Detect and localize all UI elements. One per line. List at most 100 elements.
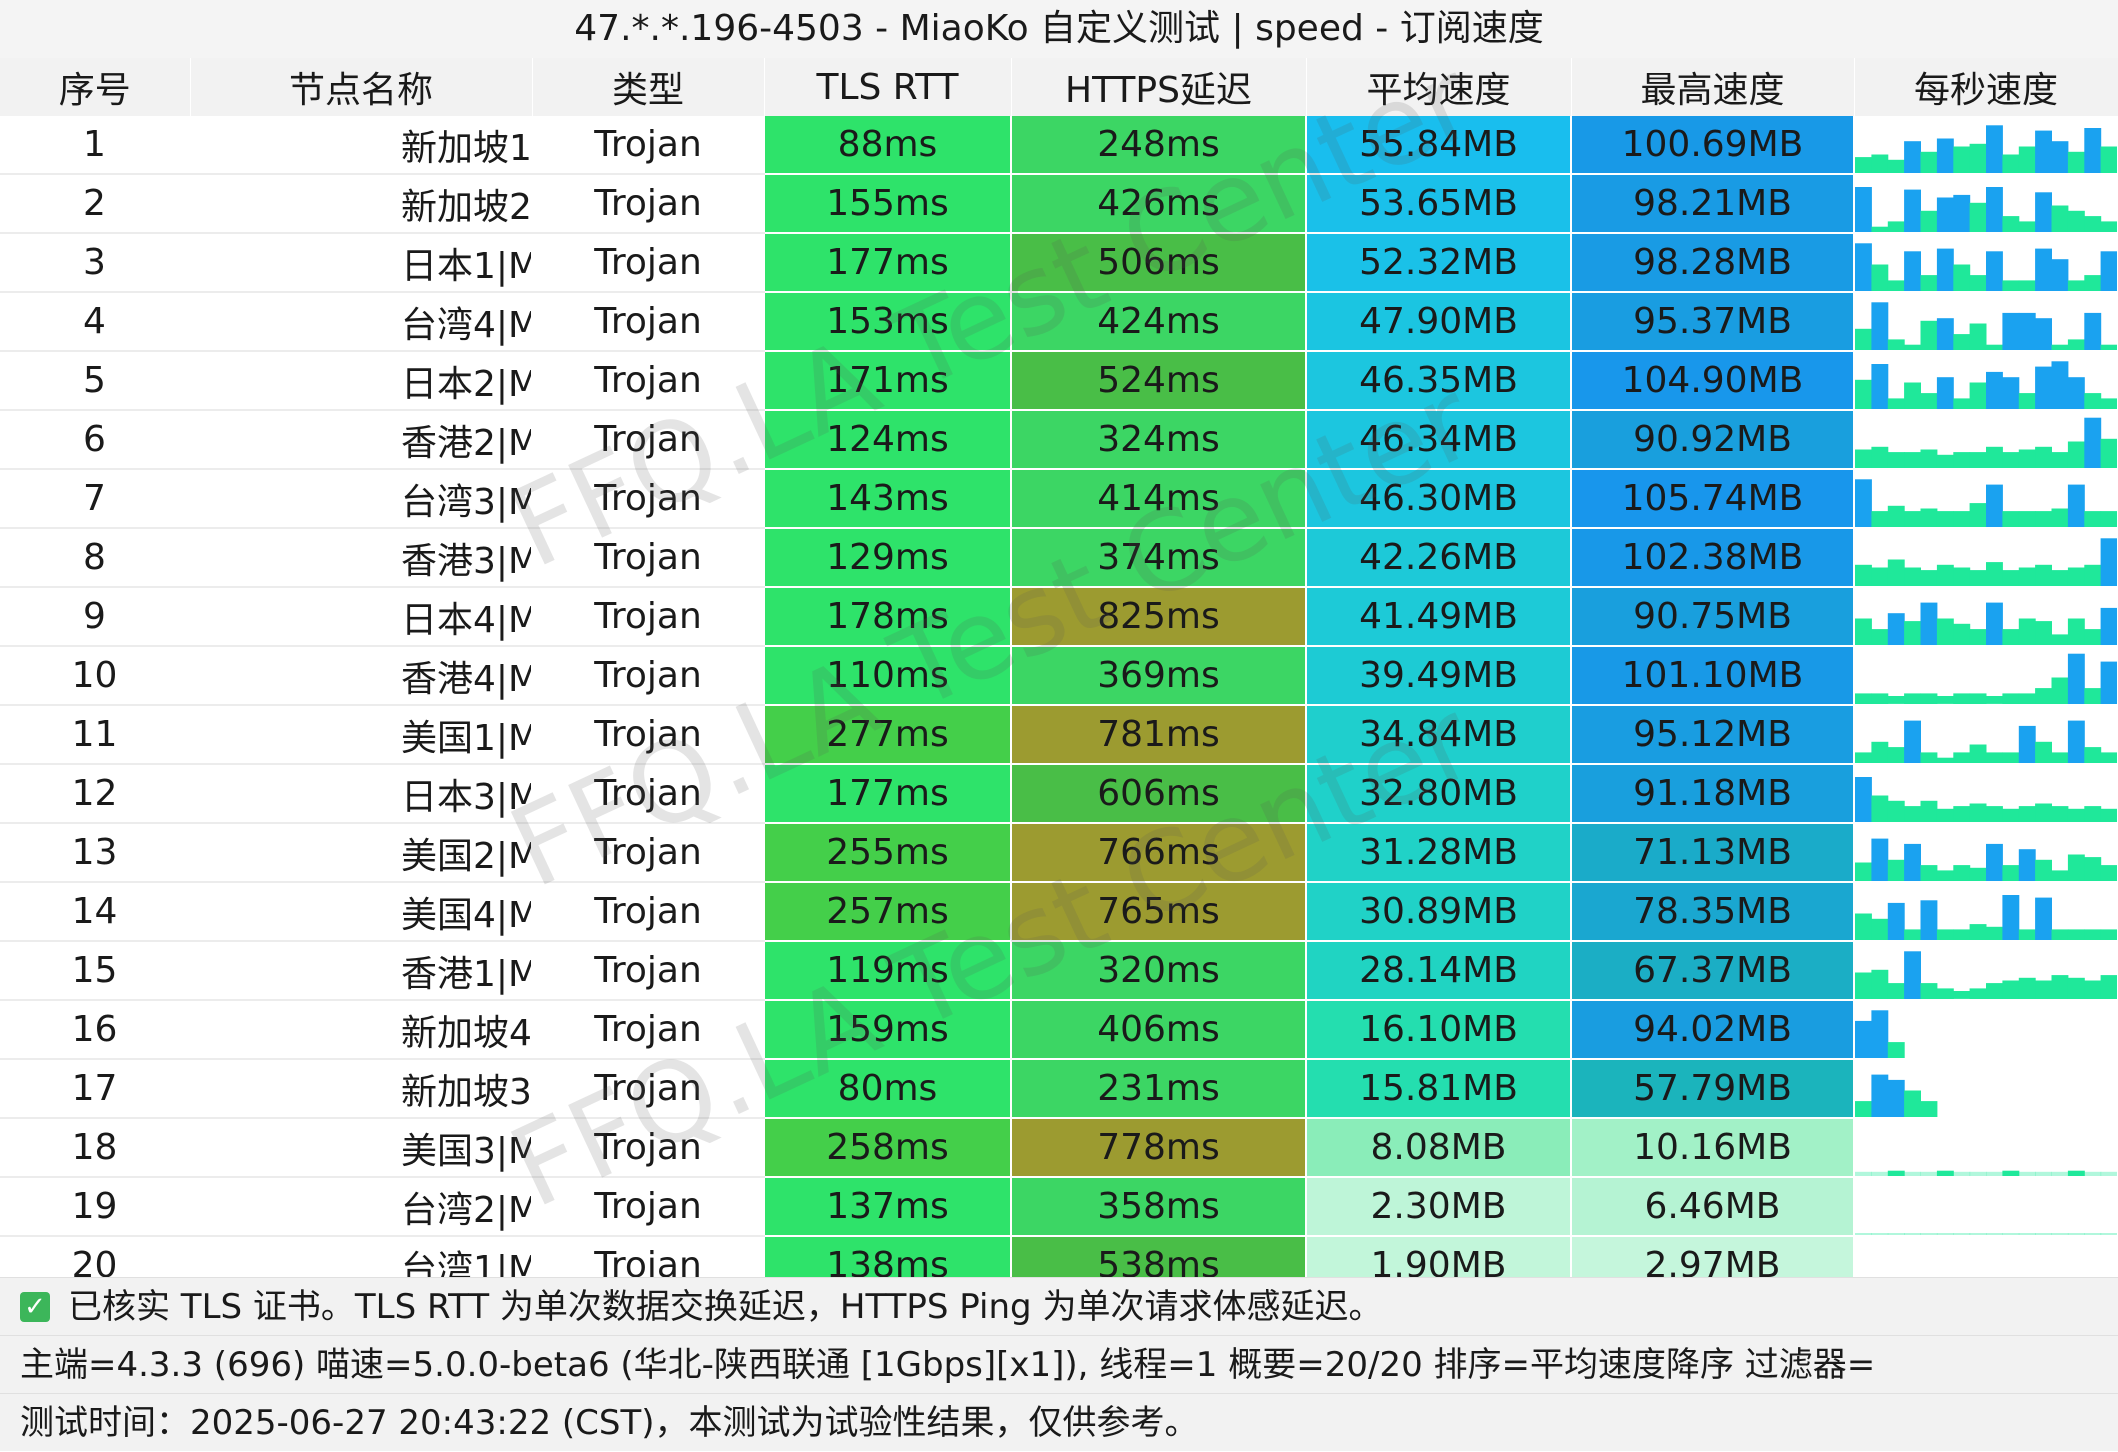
sparkline-bar <box>1855 1101 1872 1116</box>
sparkline-chart <box>1855 187 2116 231</box>
sparkline-bar <box>2018 449 2036 467</box>
sparkline-bar <box>2035 564 2052 585</box>
sparkline-bar <box>2051 929 2069 939</box>
row-avg-speed: 52.32MB <box>1306 233 1572 293</box>
sparkline-bar <box>2002 980 2020 998</box>
sparkline-bar <box>2002 895 2020 939</box>
row-node-name: 日本2|MLPS <box>190 351 533 411</box>
row-speed-sparkline <box>1854 116 2118 175</box>
sparkline-bar <box>1887 902 1905 939</box>
sparkline-bar <box>1986 562 2003 585</box>
sparkline-bar <box>1871 693 1889 703</box>
sparkline-bar <box>1904 1090 1921 1116</box>
header-max-speed[interactable]: 最高速度 <box>1571 58 1855 116</box>
sparkline-bar <box>2002 511 2020 526</box>
header-avg-speed[interactable]: 平均速度 <box>1306 58 1572 116</box>
sparkline-bar <box>1969 382 1987 408</box>
row-index: 1 <box>0 116 191 175</box>
row-type: Trojan <box>532 646 765 706</box>
row-type: Trojan <box>532 1118 765 1178</box>
sparkline-bar <box>1953 511 1971 526</box>
row-tls-rtt: 153ms <box>764 292 1012 352</box>
sparkline-bar <box>2084 1233 2102 1234</box>
row-index: 11 <box>0 705 191 765</box>
header-index[interactable]: 序号 <box>0 58 191 116</box>
sparkline-bar <box>1904 806 1921 821</box>
header-type[interactable]: 类型 <box>532 58 765 116</box>
sparkline-bar <box>2051 452 2069 467</box>
row-tls-rtt: 171ms <box>764 351 1012 411</box>
row-index: 14 <box>0 882 191 942</box>
row-node-name: 日本1|MLPS <box>190 233 533 293</box>
row-index: 17 <box>0 1059 191 1119</box>
sparkline-chart <box>1855 1010 1905 1057</box>
sparkline-bar <box>1871 1010 1889 1057</box>
row-tls-rtt: 119ms <box>764 941 1012 1001</box>
sparkline-bar <box>1871 364 1889 408</box>
sparkline-bar <box>2051 752 2069 762</box>
sparkline-bar <box>1986 602 2003 644</box>
row-avg-speed: 16.10MB <box>1306 1000 1572 1060</box>
sparkline-bar <box>2035 192 2052 231</box>
table-row[interactable]: 16新加坡4|MLPSTrojan159ms406ms16.10MB94.02M… <box>0 1000 2118 1060</box>
row-node-name: 美国4|MLPS <box>190 882 533 942</box>
row-https-latency: 765ms <box>1011 882 1307 942</box>
sparkline-bar <box>2100 752 2116 762</box>
sparkline-bar <box>2002 312 2020 349</box>
sparkline-bar <box>2067 1170 2085 1175</box>
sparkline-bar <box>2018 929 2036 939</box>
sparkline-bar <box>2002 865 2020 880</box>
sparkline-bar <box>2018 693 2036 703</box>
table-row[interactable]: 10香港4|MLPSTrojan110ms369ms39.49MB101.10M… <box>0 646 2118 706</box>
sparkline-bar <box>1936 618 1954 644</box>
sparkline-chart <box>1855 479 2116 526</box>
sparkline-bar <box>1953 991 1971 998</box>
sparkline-bar <box>2100 929 2116 939</box>
window-title: 47.*.*.196-4503 - MiaoKo 自定义测试 | speed -… <box>0 0 2118 59</box>
sparkline-bar <box>1969 202 1987 231</box>
sparkline-bar <box>2051 508 2069 526</box>
sparkline-bar <box>1887 859 1905 880</box>
row-node-name: 台湾4|MLPS <box>190 292 533 352</box>
sparkline-bar <box>2018 618 2036 644</box>
row-tls-rtt: 110ms <box>764 646 1012 706</box>
sparkline-bar <box>1936 138 1954 172</box>
header-per-second-speed[interactable]: 每秒速度 <box>1854 58 2118 116</box>
sparkline-bar <box>1936 511 1954 526</box>
row-node-name: 香港2|MLPS <box>190 410 533 470</box>
sparkline-bar <box>2100 221 2116 231</box>
row-max-speed: 67.37MB <box>1571 941 1855 1001</box>
sparkline-bar <box>2100 146 2116 172</box>
sparkline-bar <box>1920 570 1938 585</box>
sparkline-bar <box>2100 661 2116 703</box>
row-tls-rtt: 177ms <box>764 764 1012 824</box>
header-node-name[interactable]: 节点名称 <box>190 58 533 116</box>
row-speed-sparkline <box>1854 1118 2118 1178</box>
header-tls-rtt[interactable]: TLS RTT <box>764 58 1012 116</box>
footer: ✓ 已核实 TLS 证书。TLS RTT 为单次数据交换延迟，HTTPS Ping… <box>0 1277 2118 1451</box>
sparkline-bar <box>2100 251 2116 290</box>
row-type: Trojan <box>532 823 765 883</box>
sparkline-bar <box>2100 398 2116 408</box>
row-speed-sparkline <box>1854 351 2118 411</box>
sparkline-bar <box>1986 752 2003 762</box>
sparkline-bar <box>1953 1233 1971 1234</box>
header-https-latency[interactable]: HTTPS延迟 <box>1011 58 1307 116</box>
